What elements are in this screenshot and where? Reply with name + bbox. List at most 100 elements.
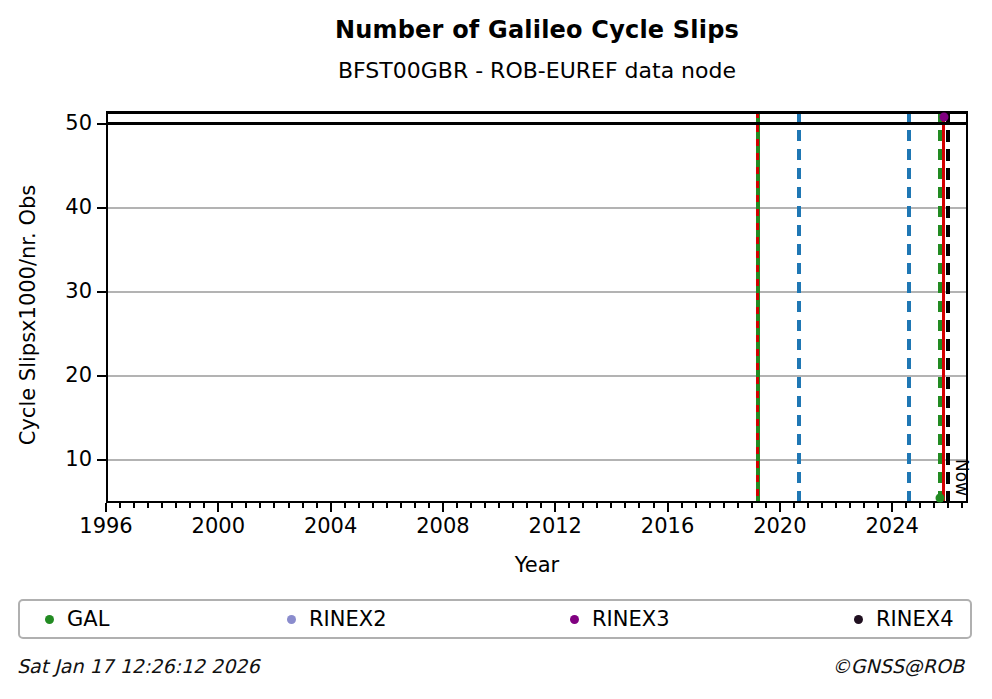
y-major-tick xyxy=(97,207,106,209)
x-minor-tick xyxy=(316,503,318,508)
x-minor-tick xyxy=(835,503,837,508)
x-tick-label: 2016 xyxy=(623,514,713,538)
legend-label: RINEX3 xyxy=(592,607,670,631)
x-minor-tick xyxy=(161,503,163,508)
x-minor-tick xyxy=(624,503,626,508)
x-minor-tick xyxy=(245,503,247,508)
x-minor-tick xyxy=(133,503,135,508)
x-minor-tick xyxy=(273,503,275,508)
x-minor-tick xyxy=(189,503,191,508)
x-major-tick xyxy=(554,503,556,512)
x-minor-tick xyxy=(765,503,767,508)
legend: GAL RINEX2 RINEX3 RINEX4 xyxy=(18,599,972,639)
x-minor-tick xyxy=(414,503,416,508)
blue-dashed-line-1 xyxy=(797,111,801,503)
x-minor-tick xyxy=(947,503,949,508)
y-major-tick xyxy=(97,375,106,377)
x-major-tick xyxy=(217,503,219,512)
y-major-tick xyxy=(97,123,106,125)
x-minor-tick xyxy=(400,503,402,508)
x-minor-tick xyxy=(905,503,907,508)
x-minor-tick xyxy=(470,503,472,508)
x-minor-tick xyxy=(919,503,921,508)
x-tick-label: 2012 xyxy=(510,514,600,538)
x-minor-tick xyxy=(512,503,514,508)
y-axis-label: Cycle Slipsx1000/nr. Obs xyxy=(16,150,46,480)
x-major-tick xyxy=(330,503,332,512)
legend-marker-gal xyxy=(45,615,54,624)
x-minor-tick xyxy=(119,503,121,508)
grid-line xyxy=(106,375,968,377)
x-minor-tick xyxy=(344,503,346,508)
x-minor-tick xyxy=(302,503,304,508)
plot-area: Now xyxy=(106,111,968,503)
blue-dashed-line-2 xyxy=(907,111,911,503)
x-minor-tick xyxy=(751,503,753,508)
x-tick-label: 1996 xyxy=(61,514,151,538)
grid-line xyxy=(106,207,968,209)
x-major-tick xyxy=(891,503,893,512)
x-tick-label: 2020 xyxy=(735,514,825,538)
x-minor-tick xyxy=(807,503,809,508)
x-minor-tick xyxy=(877,503,879,508)
x-minor-tick xyxy=(358,503,360,508)
timestamp: Sat Jan 17 12:26:12 2026 xyxy=(17,655,259,677)
x-minor-tick xyxy=(372,503,374,508)
x-minor-tick xyxy=(498,503,500,508)
black-dashed-line xyxy=(946,111,950,503)
clip-line-50 xyxy=(106,122,968,125)
x-minor-tick xyxy=(386,503,388,508)
gal-point xyxy=(936,494,945,503)
y-tick-label: 20 xyxy=(46,363,92,387)
grid-line xyxy=(106,459,968,461)
x-minor-tick xyxy=(709,503,711,508)
x-minor-tick xyxy=(582,503,584,508)
x-tick-label: 2008 xyxy=(398,514,488,538)
legend-item-rinex3: RINEX3 xyxy=(570,601,670,637)
x-minor-tick xyxy=(288,503,290,508)
x-minor-tick xyxy=(231,503,233,508)
legend-item-rinex2: RINEX2 xyxy=(287,601,387,637)
x-minor-tick xyxy=(596,503,598,508)
red-dashed-line-1 xyxy=(756,111,759,503)
copyright: ©GNSS@ROB xyxy=(832,655,964,677)
x-minor-tick xyxy=(863,503,865,508)
grid-line xyxy=(106,291,968,293)
x-minor-tick xyxy=(610,503,612,508)
x-tick-label: 2024 xyxy=(847,514,937,538)
chart-title: Number of Galileo Cycle Slips xyxy=(106,16,968,44)
y-tick-label: 50 xyxy=(46,111,92,135)
x-minor-tick xyxy=(540,503,542,508)
x-minor-tick xyxy=(723,503,725,508)
legend-item-gal: GAL xyxy=(45,601,109,637)
x-minor-tick xyxy=(681,503,683,508)
legend-item-rinex4: RINEX4 xyxy=(854,601,954,637)
x-axis-label: Year xyxy=(106,553,968,577)
y-major-tick xyxy=(97,459,106,461)
chart-canvas: Number of Galileo Cycle Slips BFST00GBR … xyxy=(0,0,992,699)
x-minor-tick xyxy=(175,503,177,508)
legend-marker-rinex2 xyxy=(287,615,296,624)
legend-marker-rinex3 xyxy=(570,615,579,624)
legend-label: RINEX4 xyxy=(876,607,954,631)
x-minor-tick xyxy=(203,503,205,508)
x-minor-tick xyxy=(568,503,570,508)
legend-label: GAL xyxy=(67,607,109,631)
x-major-tick xyxy=(442,503,444,512)
x-minor-tick xyxy=(821,503,823,508)
legend-marker-rinex4 xyxy=(854,615,863,624)
x-minor-tick xyxy=(695,503,697,508)
x-minor-tick xyxy=(961,503,963,508)
x-minor-tick xyxy=(737,503,739,508)
x-minor-tick xyxy=(638,503,640,508)
x-minor-tick xyxy=(428,503,430,508)
x-minor-tick xyxy=(147,503,149,508)
x-major-tick xyxy=(105,503,107,512)
legend-label: RINEX2 xyxy=(309,607,387,631)
x-tick-label: 2004 xyxy=(286,514,376,538)
plot-border xyxy=(106,111,968,503)
x-minor-tick xyxy=(849,503,851,508)
x-tick-label: 2000 xyxy=(173,514,263,538)
x-minor-tick xyxy=(793,503,795,508)
y-tick-label: 10 xyxy=(46,447,92,471)
